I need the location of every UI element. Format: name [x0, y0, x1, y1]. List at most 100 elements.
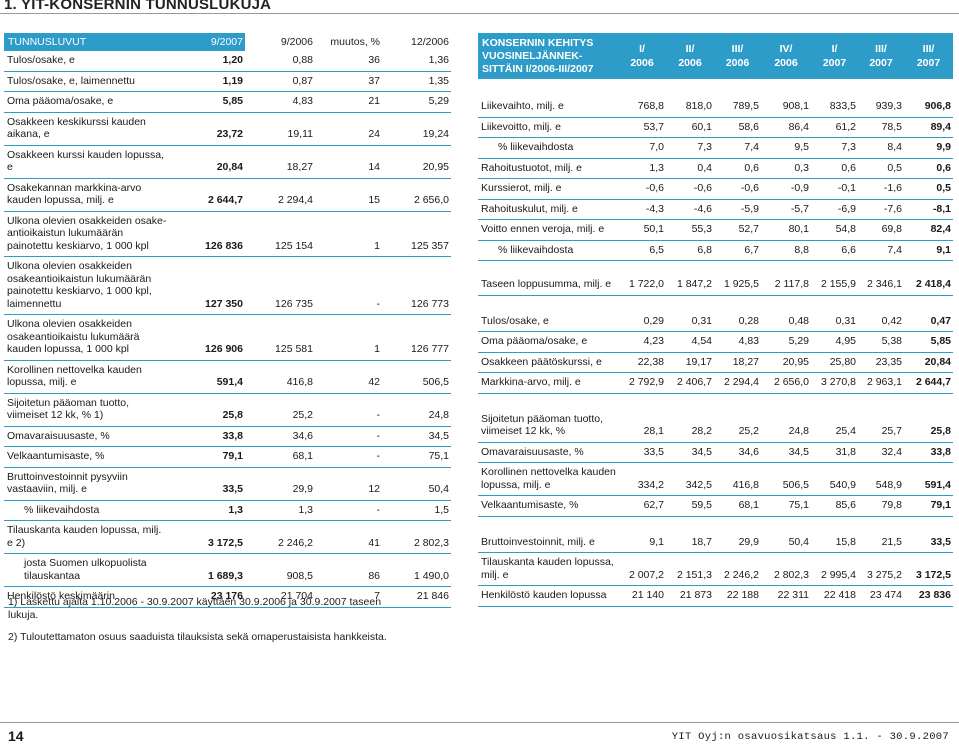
row-label: Velkaantumisaste, %: [4, 446, 169, 468]
spacer-row: [478, 393, 953, 410]
row-value: 1,3: [169, 500, 245, 521]
table-row: Bruttoinvestoinnit, milj. e 9,1 18,7 29,9 50…: [478, 532, 953, 553]
row-label: Ulkona olevien osakkeiden osake-antioika…: [4, 211, 169, 257]
row-value: 7,3: [811, 137, 858, 159]
row-value: 540,9: [811, 462, 858, 496]
row-value: 23,35: [858, 352, 904, 373]
row-value: 2 418,4: [904, 275, 953, 296]
row-value: 127 350: [169, 256, 245, 315]
row-value: 80,1: [761, 219, 811, 241]
table-row: Tulos/osake, e 0,29 0,31 0,28 0,48 0,31 0,42 0,…: [478, 311, 953, 332]
row-label: Tilauskanta kauden lopussa, milj. e: [478, 552, 618, 586]
row-value: 21 140: [618, 585, 666, 607]
row-value: -5,7: [761, 199, 811, 220]
row-value: 22 188: [714, 585, 761, 607]
spacer-cell: [478, 516, 953, 533]
spacer-cell: [478, 261, 953, 276]
quarter-label: III/: [922, 43, 935, 55]
row-value: -0,6: [618, 178, 666, 200]
row-value: 0,3: [761, 158, 811, 179]
row-value: 0,28: [714, 311, 761, 332]
row-value: -6,9: [811, 199, 858, 220]
row-value: 25,8: [169, 393, 245, 427]
row-label: Tulos/osake, e, laimennettu: [4, 71, 169, 92]
row-value: 908,1: [761, 97, 811, 118]
quarterly-development-table: KONSERNIN KEHITYS VUOSINELJÄNNEK-SITTÄIN…: [478, 33, 953, 607]
row-value: 3 275,2: [858, 552, 904, 586]
row-label: Liikevoitto, milj. e: [478, 117, 618, 138]
row-label: Kurssierot, milj. e: [478, 178, 618, 200]
table-row: Ulkona olevien osakkeiden osake-antioika…: [4, 211, 451, 257]
row-label: Ulkona olevien osakkeiden osakeantioikai…: [4, 314, 169, 361]
quarter-year: 2006: [678, 57, 702, 69]
row-value: 5,38: [858, 331, 904, 353]
row-value: 0,48: [761, 311, 811, 332]
table-row: Korollinen nettovelka kauden lopussa, mi…: [4, 360, 451, 394]
row-value: 768,8: [618, 97, 666, 118]
row-value: -: [315, 393, 382, 427]
row-value: 28,2: [666, 409, 714, 443]
row-value: 25,80: [811, 352, 858, 373]
table-row: Osakkeen päätöskurssi, e 22,38 19,17 18,27 2…: [478, 352, 953, 373]
row-value: 69,8: [858, 219, 904, 241]
row-value: 1 689,3: [169, 553, 245, 587]
header-cell: TUNNUSLUVUT: [4, 33, 169, 51]
row-value: 24,8: [761, 409, 811, 443]
row-value: 833,5: [811, 97, 858, 118]
row-value: 125 154: [245, 211, 315, 257]
row-value: 86: [315, 553, 382, 587]
row-label: Korollinen nettovelka kauden lopussa, mi…: [4, 360, 169, 394]
row-value: 32,4: [858, 442, 904, 463]
row-value: 0,5: [904, 178, 953, 200]
quarter-header: IV/2006: [761, 33, 811, 79]
row-value: 23 836: [904, 585, 953, 607]
row-label: Velkaantumisaste, %: [478, 495, 618, 517]
row-value: 2 007,2: [618, 552, 666, 586]
row-label: Rahoitustuotot, milj. e: [478, 158, 618, 179]
quarter-year: 2006: [774, 57, 798, 69]
row-value: 6,7: [714, 240, 761, 261]
table-row: Henkilöstö kauden lopussa 21 140 21 873 22 …: [478, 585, 953, 607]
row-label: Ulkona olevien osakkeiden osakeantioikai…: [4, 256, 169, 315]
row-value: 86,4: [761, 117, 811, 138]
row-value: 2 802,3: [382, 520, 451, 554]
row-value: 22 418: [811, 585, 858, 607]
row-label: Tilauskanta kauden lopussa, milj. e 2): [4, 520, 169, 554]
table-row: Osakkeen keskikurssi kauden aikana, e 23,…: [4, 112, 451, 146]
row-value: 21: [315, 91, 382, 113]
row-label: Tulos/osake, e: [4, 51, 169, 72]
quarter-year: 2006: [630, 57, 654, 69]
table-row: Omavaraisuusaste, % 33,8 34,6-34,5: [4, 426, 451, 447]
row-value: 18,7: [666, 532, 714, 553]
row-value: 12: [315, 467, 382, 501]
row-value: -5,9: [714, 199, 761, 220]
row-value: 5,29: [761, 331, 811, 353]
row-value: 18,27: [714, 352, 761, 373]
quarter-header: I/2007: [811, 33, 858, 79]
row-value: 1 847,2: [666, 275, 714, 296]
row-label: Bruttoinvestoinnit, milj. e: [478, 532, 618, 553]
row-value: 0,47: [904, 311, 953, 332]
row-value: 21 846: [382, 586, 451, 608]
quarter-year: 2007: [916, 57, 941, 69]
spacer-cell: [478, 79, 953, 97]
table-row: Korollinen nettovelka kauden lopussa, mi…: [478, 462, 953, 496]
row-value: 25,2: [245, 393, 315, 427]
row-value: 79,1: [904, 495, 953, 517]
row-value: 7,0: [618, 137, 666, 159]
quarter-label: IV/: [779, 43, 793, 55]
table-row: Oma pääoma/osake, e 4,23 4,54 4,83 5,29 4,95 5…: [478, 331, 953, 353]
row-label: Bruttoinvestoinnit pysyviin vastaaviin, …: [4, 467, 169, 501]
row-value: -7,6: [858, 199, 904, 220]
quarter-year: 2007: [869, 57, 893, 69]
row-value: 5,85: [169, 91, 245, 113]
row-value: 2 656,0: [382, 178, 451, 212]
row-value: 78,5: [858, 117, 904, 138]
table-row: % liikevaihdosta 1,3 1,3-1,5: [4, 500, 451, 521]
row-label: josta Suomen ulkopuolista tilauskantaa: [4, 553, 169, 587]
table-row: % liikevaihdosta 7,0 7,3 7,4 9,5 7,3 8,4 9,9: [478, 137, 953, 159]
quarter-header: III/2007: [904, 33, 953, 79]
row-value: 0,5: [858, 158, 904, 179]
